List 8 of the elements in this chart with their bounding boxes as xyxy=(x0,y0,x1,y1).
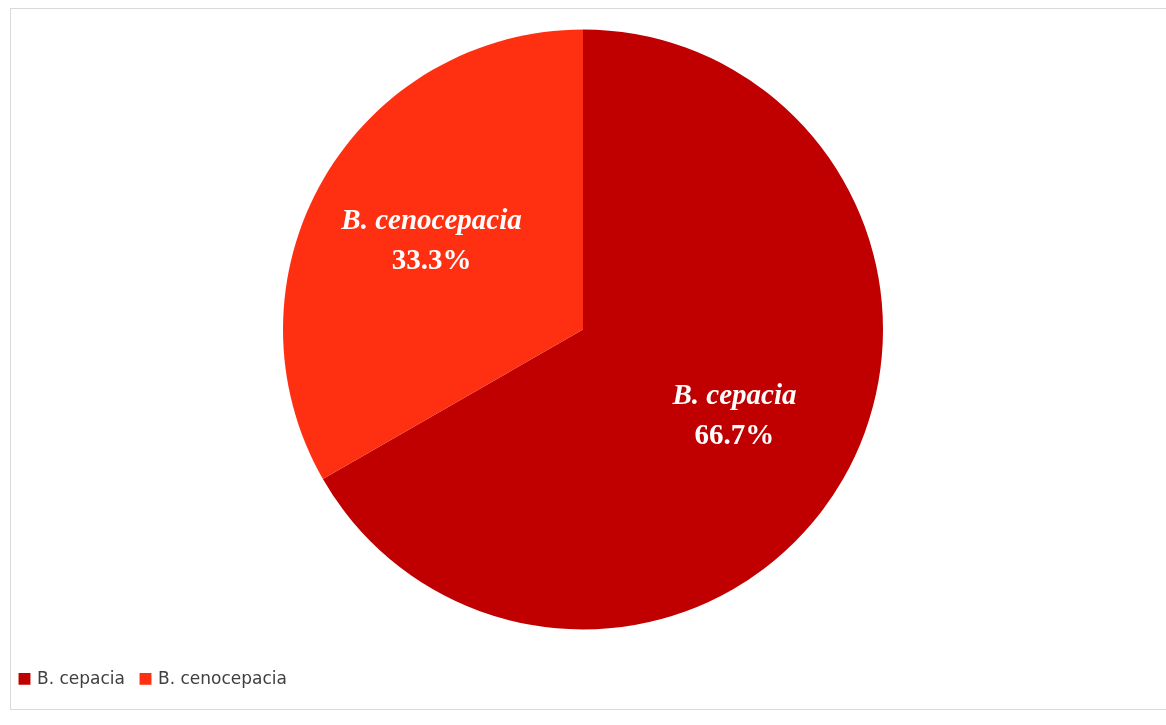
legend-label: B. cepacia xyxy=(37,667,125,688)
pie-slice xyxy=(322,29,883,630)
pie-slice xyxy=(283,29,583,479)
slice-label: B. cepacia xyxy=(671,378,797,411)
data-label: 33.3% xyxy=(391,242,472,275)
legend-label: B. cenocepacia xyxy=(158,667,287,688)
slice-label: B. cenocepacia xyxy=(340,202,522,235)
data-label: 66.7% xyxy=(694,418,775,451)
